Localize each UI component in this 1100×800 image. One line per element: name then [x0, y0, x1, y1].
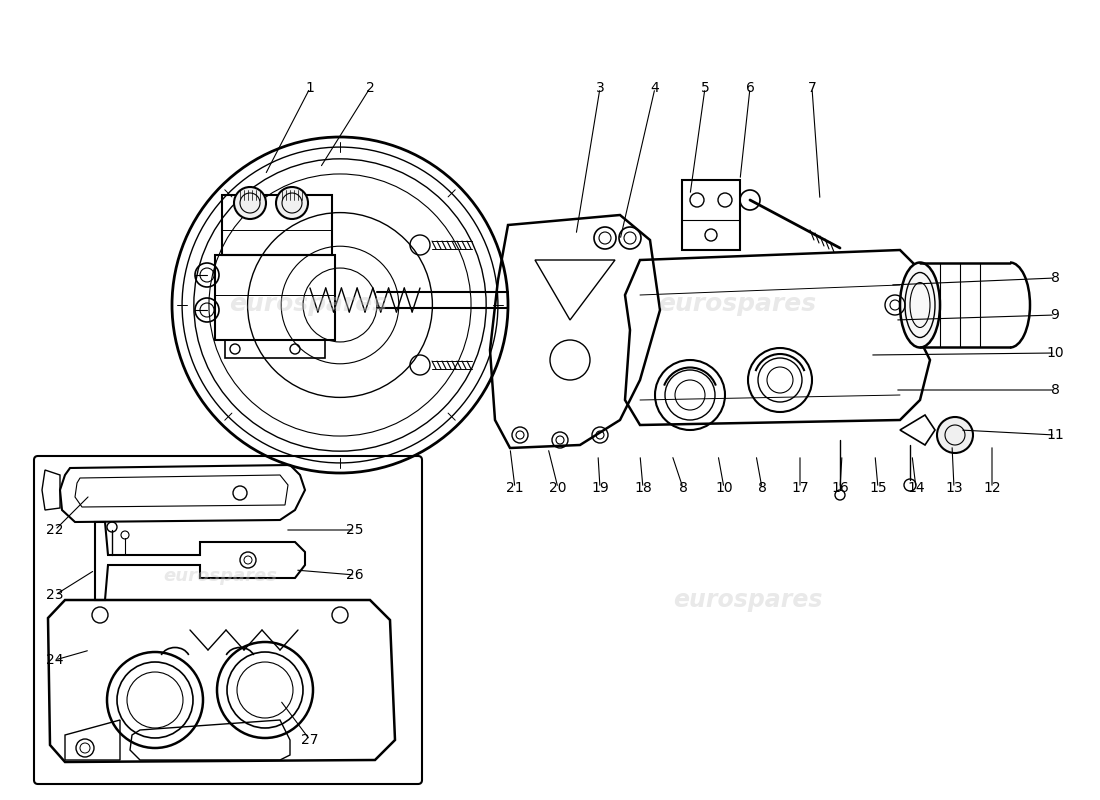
Circle shape: [234, 187, 266, 219]
Text: 20: 20: [549, 481, 566, 495]
Text: 27: 27: [301, 733, 319, 747]
Text: 8: 8: [679, 481, 688, 495]
Text: 7: 7: [807, 81, 816, 95]
Circle shape: [276, 187, 308, 219]
Text: 21: 21: [506, 481, 524, 495]
Bar: [222, 195, 332, 255]
Text: 23: 23: [46, 588, 64, 602]
Text: eurospares: eurospares: [673, 588, 823, 612]
Text: 15: 15: [869, 481, 887, 495]
Text: 2: 2: [365, 81, 374, 95]
Bar: [226, 340, 324, 358]
Text: eurospares: eurospares: [163, 567, 277, 585]
Text: 10: 10: [1046, 346, 1064, 360]
Text: 22: 22: [46, 523, 64, 537]
Text: 25: 25: [346, 523, 364, 537]
Text: 8: 8: [1050, 383, 1059, 397]
Text: 3: 3: [595, 81, 604, 95]
Text: 8: 8: [1050, 271, 1059, 285]
Text: 16: 16: [832, 481, 849, 495]
Text: 10: 10: [715, 481, 733, 495]
Text: 5: 5: [701, 81, 710, 95]
Text: 13: 13: [945, 481, 962, 495]
Text: 9: 9: [1050, 308, 1059, 322]
Text: 1: 1: [306, 81, 315, 95]
Circle shape: [937, 417, 974, 453]
Text: 12: 12: [983, 481, 1001, 495]
Text: eurospares: eurospares: [229, 292, 387, 316]
Text: 19: 19: [591, 481, 609, 495]
Text: 8: 8: [758, 481, 767, 495]
Text: 6: 6: [746, 81, 755, 95]
Text: 14: 14: [908, 481, 925, 495]
Ellipse shape: [900, 262, 940, 347]
Text: 4: 4: [650, 81, 659, 95]
Text: 11: 11: [1046, 428, 1064, 442]
Text: 18: 18: [634, 481, 652, 495]
Bar: [682, 180, 740, 250]
Text: eurospares: eurospares: [658, 292, 816, 316]
Text: 17: 17: [791, 481, 808, 495]
Bar: [214, 255, 336, 340]
Text: 24: 24: [46, 653, 64, 667]
Text: 26: 26: [346, 568, 364, 582]
